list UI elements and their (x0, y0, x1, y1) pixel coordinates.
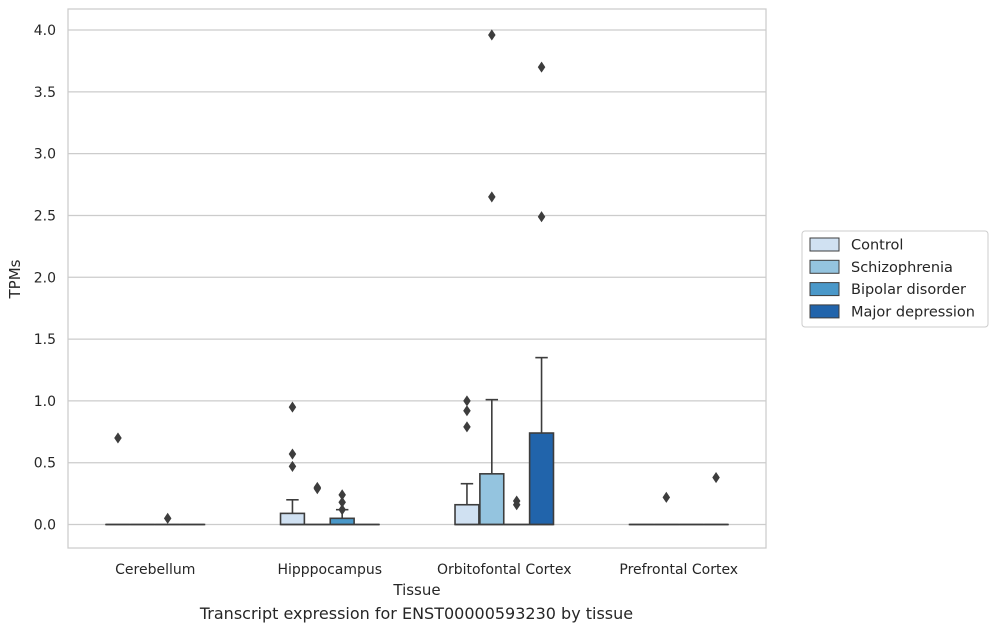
outlier-point (313, 483, 322, 495)
y-tick-label: 4.0 (34, 23, 56, 39)
outlier-point (537, 211, 546, 223)
plot-frame (67, 8, 767, 549)
outlier-point (488, 29, 496, 41)
outlier-point (338, 504, 346, 516)
legend-entry-label: Control (851, 238, 903, 254)
box-body (528, 432, 555, 526)
outlier-point (512, 499, 521, 511)
box-control (279, 498, 306, 526)
x-axis-label: Tissue (392, 581, 440, 599)
legend-frame (801, 230, 989, 328)
chart-caption: Transcript expression for ENST0000059323… (199, 604, 634, 623)
legend-entry-label: Schizophrenia (851, 260, 953, 276)
outlier-point (662, 491, 671, 503)
x-tick-labels: Cerebellum Hipppocampus Orbitofontal Corte… (115, 562, 738, 578)
legend: Control Schizophrenia Bipolar disorder Majo… (801, 230, 989, 328)
y-tick-label: 2.5 (34, 208, 56, 224)
outlier-point (288, 460, 297, 472)
box-body (479, 473, 505, 526)
y-tick-labels: 0.0 0.5 1.0 1.5 2.0 2.5 3.0 3.5 4.0 (34, 23, 56, 533)
box-body (279, 512, 306, 526)
grid-lines (68, 29, 766, 526)
outlier-point (712, 472, 720, 484)
outlier-point (163, 512, 172, 524)
legend-swatch (809, 237, 840, 252)
outlier-point (288, 401, 297, 413)
x-tick-label: Hipppocampus (277, 562, 382, 578)
legend-swatch (809, 282, 840, 297)
boxes (105, 356, 729, 526)
outlier-point (463, 421, 471, 433)
y-tick-label: 3.5 (34, 85, 56, 101)
box-major-depression (528, 356, 555, 526)
legend-swatch (809, 304, 840, 319)
outlier-point (488, 191, 496, 203)
y-tick-label: 0.0 (34, 518, 56, 534)
box-schizophrenia (479, 398, 505, 526)
outlier-point (288, 448, 297, 460)
y-tick-label: 3.0 (34, 147, 56, 163)
y-tick-label: 1.5 (34, 332, 56, 348)
outlier-point (463, 405, 471, 417)
y-tick-label: 1.0 (34, 394, 56, 410)
box-body (454, 503, 480, 526)
x-tick-label: Prefrontal Cortex (619, 562, 738, 578)
legend-swatch (809, 259, 840, 274)
box-control (454, 482, 480, 526)
legend-entry-label: Bipolar disorder (851, 282, 966, 298)
outliers (114, 29, 720, 524)
legend-entry-label: Major depression (851, 304, 975, 320)
outlier-point (537, 61, 546, 73)
y-axis-label: TPMs (6, 259, 24, 299)
x-tick-label: Cerebellum (115, 562, 195, 578)
y-tick-label: 2.0 (34, 270, 56, 286)
x-tick-label: Orbitofontal Cortex (437, 562, 572, 578)
plot-background (68, 9, 766, 548)
box-body (329, 517, 355, 526)
outlier-point (114, 432, 122, 444)
y-tick-label: 0.5 (34, 456, 56, 472)
